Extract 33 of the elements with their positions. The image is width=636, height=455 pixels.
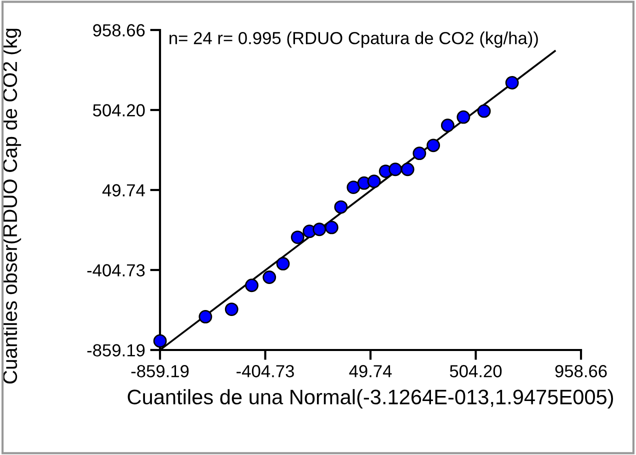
point (367, 174, 381, 188)
point (153, 334, 167, 348)
x-axis-title: Cuantiles de una Normal(-3.1264E-013,1.9475E005) (128, 389, 614, 409)
point (312, 222, 326, 236)
point (400, 162, 414, 176)
point (412, 146, 426, 160)
y-tick-label: 504.20 (93, 104, 145, 116)
x-tick-label: 958.66 (555, 365, 607, 378)
x-tick-label: -404.73 (236, 365, 294, 378)
point (262, 270, 276, 284)
point (456, 110, 470, 124)
point (324, 220, 338, 234)
point (224, 302, 238, 316)
point (245, 278, 258, 292)
point (276, 257, 290, 270)
y-tick-label: -404.73 (87, 264, 145, 276)
y-tick-label: -859.19 (87, 344, 145, 356)
x-tick-label: 504.20 (450, 365, 502, 378)
y-tick-label: 49.74 (102, 184, 145, 196)
point (334, 200, 348, 214)
annotation: n= 24 r= 0.995 (RDUO Cpatura de CO2 (kg/ha)) (170, 32, 538, 48)
point (477, 104, 491, 118)
point (505, 76, 519, 90)
x-tick-label: -859.19 (131, 365, 189, 378)
y-tick-label: 958.66 (93, 24, 145, 36)
point (388, 162, 402, 176)
y-axis-title: Cuantiles obser(RDUO Cap de CO2 (kg (2, 28, 22, 384)
point (426, 138, 440, 152)
point (346, 180, 360, 194)
x-tick-label: 49.74 (349, 365, 392, 378)
point (440, 118, 454, 132)
point (198, 310, 212, 324)
point (290, 230, 304, 244)
